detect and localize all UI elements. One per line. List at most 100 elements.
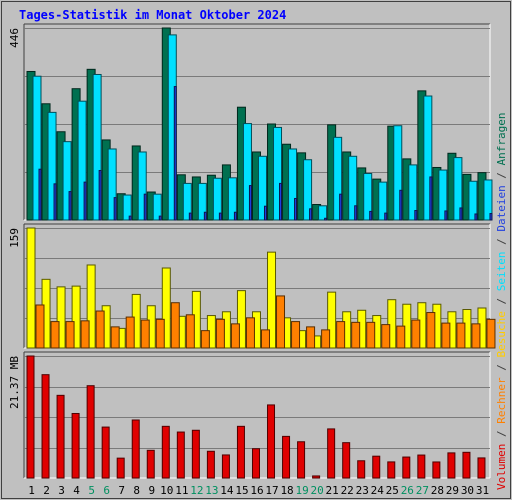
bar-seiten-day-20: [324, 217, 328, 221]
legend-item-anfragen: Anfragen: [495, 112, 508, 165]
bar-seiten-day-9: [158, 215, 162, 221]
bar-volumen-day-4: [71, 412, 80, 479]
legend-item-rechner: Rechner: [495, 377, 508, 424]
legend-item-besuche: Besuche: [495, 311, 508, 357]
legend-separator: /: [495, 232, 508, 252]
bar-volumen-day-10: [161, 425, 170, 479]
bar-rechner-day-22: [351, 321, 361, 349]
x-axis-labels: 1 2 3 4 5 6 7 8 9 10 11 12 13 14 15 16 17 18 19 20 21 22 23 24 2…: [28, 484, 489, 497]
bar-seiten-day-3: [68, 191, 72, 221]
x-tick-label-day-18: 18: [280, 484, 293, 497]
bar-seiten-day-16: [263, 205, 267, 221]
bar-dateien-day-7: [122, 194, 132, 221]
x-tick-label-day-22: 22: [341, 484, 354, 497]
bar-volumen-day-15: [236, 425, 245, 479]
x-tick-label-day-12: 12: [190, 484, 203, 497]
x-tick-label-day-17: 17: [265, 484, 278, 497]
bar-rechner-day-5: [95, 310, 105, 349]
bar-dateien-day-24: [378, 181, 388, 221]
bar-rechner-day-26: [411, 319, 421, 349]
bar-rechner-day-12: [200, 330, 210, 349]
y-max-label-bottom: 21.37 MB: [8, 356, 21, 409]
bar-volumen-day-9: [146, 449, 155, 479]
bar-volumen-day-26: [402, 456, 411, 479]
bar-dateien-day-3: [62, 141, 72, 221]
bar-besuche-day-10: [161, 267, 171, 349]
x-tick-label-day-6: 6: [103, 484, 110, 497]
bar-besuche-day-5: [86, 264, 96, 349]
bar-dateien-day-22: [348, 155, 358, 221]
y-max-label-middle: 159: [8, 228, 21, 248]
y-max-label-top: 446: [8, 28, 21, 48]
bar-dateien-day-28: [438, 169, 448, 221]
bar-dateien-day-26: [408, 164, 418, 221]
x-tick-label-day-10: 10: [160, 484, 173, 497]
bar-volumen-day-31: [477, 457, 486, 479]
bar-rechner-day-31: [486, 318, 496, 349]
bar-dateien-day-21: [333, 136, 343, 221]
bar-dateien-day-19: [303, 159, 313, 221]
bar-volumen-day-7: [116, 457, 125, 479]
x-tick-label-day-28: 28: [431, 484, 444, 497]
bar-seiten-day-21: [339, 193, 343, 221]
bar-volumen-day-27: [417, 454, 426, 479]
bar-dateien-day-27: [423, 95, 433, 221]
x-tick-label-day-25: 25: [386, 484, 399, 497]
x-tick-label-day-24: 24: [371, 484, 385, 497]
bar-rechner-day-15: [245, 317, 255, 349]
bar-besuche-day-3: [56, 286, 66, 349]
x-tick-label-day-11: 11: [175, 484, 188, 497]
bar-rechner-day-23: [366, 321, 376, 349]
bar-seiten-day-24: [384, 212, 388, 221]
bar-dateien-day-1: [32, 75, 42, 221]
bar-seiten-day-6: [113, 197, 117, 221]
x-tick-label-day-26: 26: [401, 484, 414, 497]
bar-seiten-day-23: [369, 210, 373, 221]
bar-rechner-day-11: [185, 314, 195, 349]
bar-volumen-day-18: [282, 435, 291, 479]
bar-dateien-day-14: [227, 177, 237, 221]
legend-separator: /: [495, 165, 508, 185]
bar-rechner-day-30: [471, 323, 481, 349]
x-tick-label-day-7: 7: [118, 484, 125, 497]
bar-dateien-day-20: [318, 205, 328, 221]
bar-besuche-day-1: [26, 227, 36, 349]
x-tick-label-day-21: 21: [326, 484, 339, 497]
bar-volumen-day-21: [327, 428, 336, 479]
bar-volumen-day-6: [101, 426, 110, 479]
bar-besuche-day-25: [387, 299, 397, 349]
bar-seiten-day-13: [218, 212, 222, 221]
bar-rechner-day-17: [276, 295, 286, 349]
bar-besuche-day-17: [267, 251, 277, 349]
bar-volumen-day-14: [221, 454, 230, 479]
bar-dateien-day-29: [453, 157, 463, 221]
bar-volumen-day-28: [432, 461, 441, 479]
bar-dateien-day-23: [363, 173, 373, 221]
x-tick-label-day-30: 30: [461, 484, 474, 497]
bar-dateien-day-12: [197, 182, 207, 221]
bar-volumen-day-19: [297, 441, 306, 479]
legend-separator: /: [495, 358, 508, 378]
bar-rechner-day-16: [260, 329, 270, 349]
bar-rechner-day-27: [426, 312, 436, 349]
x-tick-label-day-29: 29: [446, 484, 459, 497]
legend-item-dateien: Dateien: [495, 185, 508, 231]
bar-seiten-day-28: [444, 210, 448, 221]
x-tick-label-day-15: 15: [235, 484, 248, 497]
chart-title: Tages-Statistik im Monat Oktober 2024: [19, 8, 286, 22]
bar-rechner-day-4: [80, 320, 90, 349]
bar-besuche-day-21: [327, 291, 337, 349]
legend-separator: /: [495, 291, 508, 311]
x-tick-label-day-23: 23: [356, 484, 369, 497]
bar-seiten-day-8: [143, 193, 147, 221]
x-tick-label-day-31: 31: [476, 484, 489, 497]
bar-volumen-day-23: [357, 460, 366, 479]
bar-volumen-day-30: [462, 451, 471, 479]
x-tick-label-day-20: 20: [311, 484, 324, 497]
bar-volumen-day-16: [251, 448, 260, 479]
bar-dateien-day-9: [152, 193, 162, 221]
bar-rechner-day-21: [336, 321, 346, 349]
bar-seiten-day-30: [474, 213, 478, 221]
